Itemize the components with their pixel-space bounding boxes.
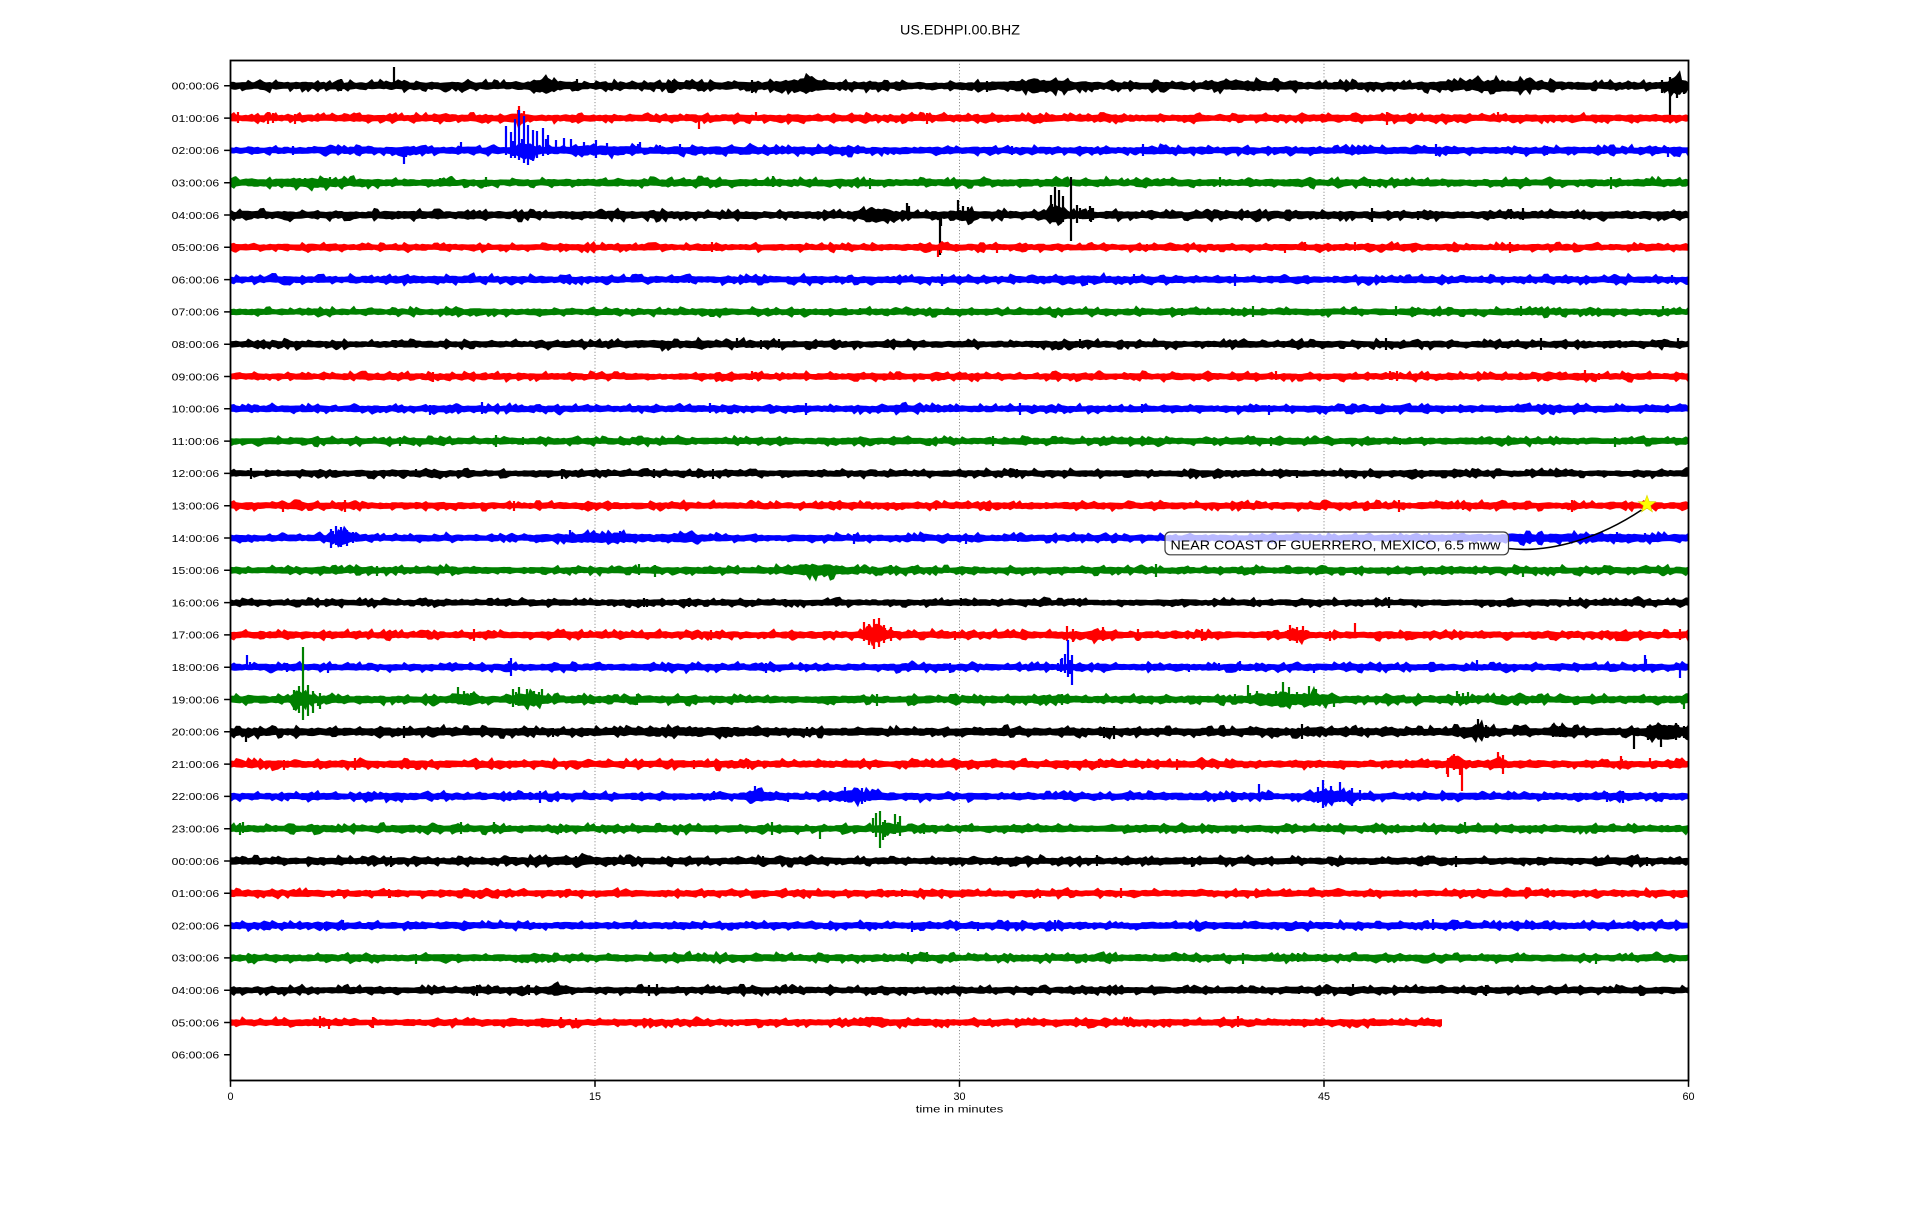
- svg-text:03:00:06: 03:00:06: [172, 178, 220, 190]
- svg-text:30: 30: [953, 1091, 965, 1103]
- svg-text:time in minutes: time in minutes: [916, 1104, 1004, 1116]
- svg-text:11:00:06: 11:00:06: [172, 436, 220, 448]
- svg-text:15: 15: [589, 1091, 601, 1103]
- svg-text:01:00:06: 01:00:06: [172, 113, 220, 125]
- svg-text:17:00:06: 17:00:06: [172, 630, 220, 642]
- svg-text:06:00:06: 06:00:06: [172, 1050, 220, 1062]
- svg-text:NEAR COAST OF GUERRERO, MEXICO: NEAR COAST OF GUERRERO, MEXICO, 6.5 mww: [1171, 538, 1501, 553]
- svg-text:09:00:06: 09:00:06: [172, 371, 220, 383]
- svg-text:16:00:06: 16:00:06: [172, 597, 220, 609]
- svg-text:04:00:06: 04:00:06: [172, 210, 220, 222]
- svg-text:0: 0: [227, 1091, 233, 1103]
- svg-text:00:00:06: 00:00:06: [172, 856, 220, 868]
- svg-text:12:00:06: 12:00:06: [172, 468, 220, 480]
- svg-text:15:00:06: 15:00:06: [172, 565, 220, 577]
- svg-text:19:00:06: 19:00:06: [172, 694, 220, 706]
- svg-text:02:00:06: 02:00:06: [172, 145, 220, 157]
- svg-text:14:00:06: 14:00:06: [172, 533, 220, 545]
- svg-text:45: 45: [1318, 1091, 1330, 1103]
- svg-text:03:00:06: 03:00:06: [172, 953, 220, 965]
- svg-text:18:00:06: 18:00:06: [172, 662, 220, 674]
- svg-text:00:00:06: 00:00:06: [172, 81, 220, 93]
- svg-text:13:00:06: 13:00:06: [172, 501, 220, 513]
- svg-text:US.EDHPI.00.BHZ: US.EDHPI.00.BHZ: [900, 22, 1020, 38]
- svg-text:20:00:06: 20:00:06: [172, 727, 220, 739]
- svg-text:22:00:06: 22:00:06: [172, 791, 220, 803]
- svg-text:10:00:06: 10:00:06: [172, 404, 220, 416]
- svg-text:07:00:06: 07:00:06: [172, 307, 220, 319]
- svg-text:06:00:06: 06:00:06: [172, 274, 220, 286]
- svg-text:01:00:06: 01:00:06: [172, 888, 220, 900]
- svg-text:21:00:06: 21:00:06: [172, 759, 220, 771]
- svg-text:02:00:06: 02:00:06: [172, 920, 220, 932]
- svg-text:04:00:06: 04:00:06: [172, 985, 220, 997]
- svg-text:05:00:06: 05:00:06: [172, 242, 220, 254]
- svg-text:08:00:06: 08:00:06: [172, 339, 220, 351]
- svg-text:23:00:06: 23:00:06: [172, 824, 220, 836]
- svg-text:05:00:06: 05:00:06: [172, 1017, 220, 1029]
- svg-text:60: 60: [1682, 1091, 1694, 1103]
